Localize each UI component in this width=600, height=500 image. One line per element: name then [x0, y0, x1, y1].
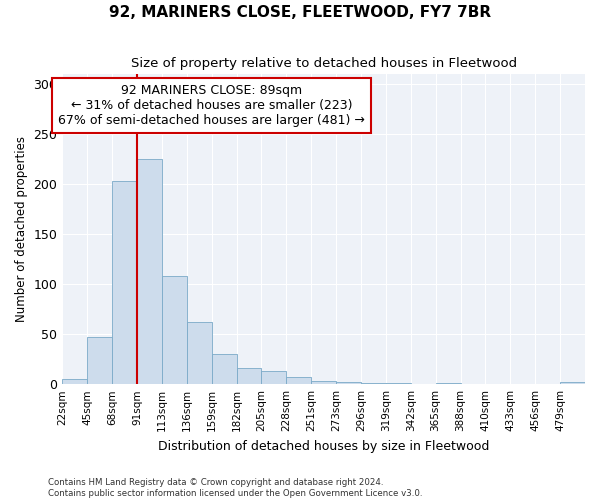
Bar: [87, 337, 112, 384]
Bar: [436, 383, 461, 384]
Bar: [560, 382, 585, 384]
Bar: [137, 160, 162, 384]
Bar: [187, 322, 212, 384]
Bar: [112, 182, 137, 384]
Bar: [386, 383, 411, 384]
Bar: [286, 377, 311, 384]
Bar: [336, 382, 361, 384]
Y-axis label: Number of detached properties: Number of detached properties: [15, 136, 28, 322]
Text: 92, MARINERS CLOSE, FLEETWOOD, FY7 7BR: 92, MARINERS CLOSE, FLEETWOOD, FY7 7BR: [109, 5, 491, 20]
Text: 92 MARINERS CLOSE: 89sqm
← 31% of detached houses are smaller (223)
67% of semi-: 92 MARINERS CLOSE: 89sqm ← 31% of detach…: [58, 84, 365, 127]
X-axis label: Distribution of detached houses by size in Fleetwood: Distribution of detached houses by size …: [158, 440, 490, 452]
Bar: [162, 276, 187, 384]
Bar: [236, 368, 262, 384]
Bar: [361, 383, 386, 384]
Bar: [62, 379, 87, 384]
Bar: [212, 354, 236, 384]
Text: Contains HM Land Registry data © Crown copyright and database right 2024.
Contai: Contains HM Land Registry data © Crown c…: [48, 478, 422, 498]
Bar: [262, 371, 286, 384]
Bar: [311, 381, 336, 384]
Title: Size of property relative to detached houses in Fleetwood: Size of property relative to detached ho…: [131, 58, 517, 70]
